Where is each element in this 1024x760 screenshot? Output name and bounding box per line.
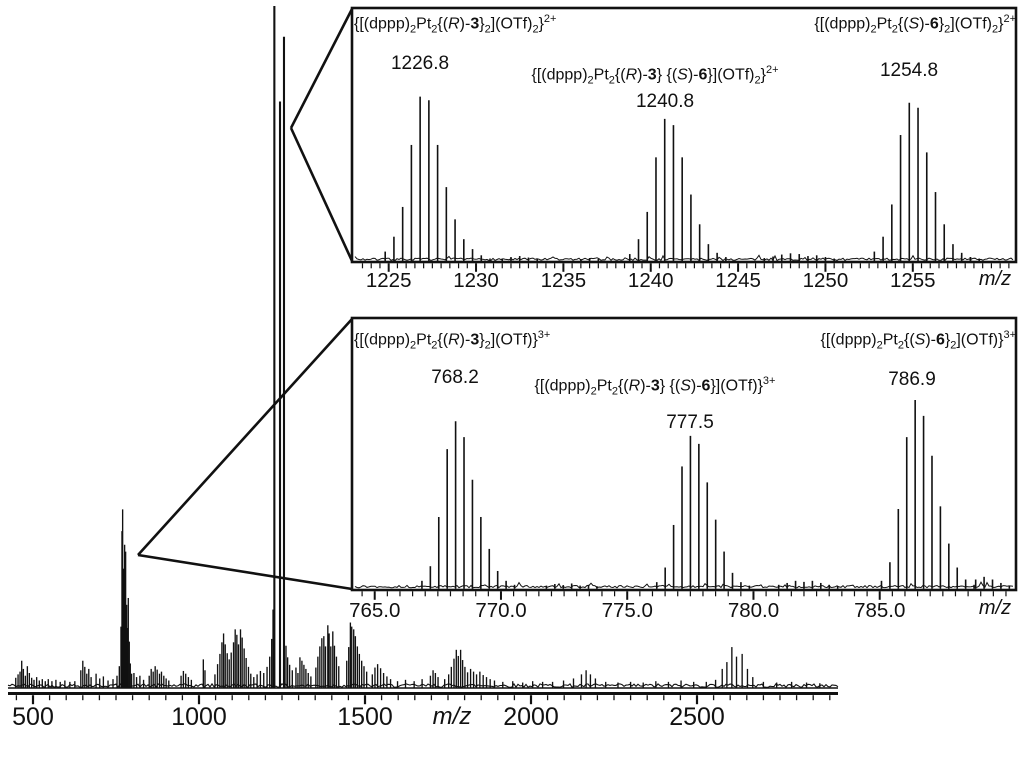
inset-top-2plus: 1225 1230 1235 1240 1245 1250 1255 xyxy=(350,6,1018,292)
inset-top-2plus-tick-label: 1250 xyxy=(803,269,849,292)
main-spectrum: 500 1000 1500 2000 2500 xyxy=(7,6,839,731)
main-axis-tick-label: 2000 xyxy=(503,703,559,731)
inset-top-2plus-tick-label: 1255 xyxy=(890,269,936,292)
callout-line xyxy=(137,318,353,556)
inset-bottom-3plus-tick-label: 770.0 xyxy=(475,599,526,622)
inset-bottom-assignment-left: {[(dppp)2Pt2{(R)-3}2](OTf)}3+ xyxy=(354,329,551,352)
main-axis-tick-label: 2500 xyxy=(669,703,725,731)
inset-top-2plus-frame xyxy=(350,6,1018,264)
inset-bottom-3plus-tick-label: 775.0 xyxy=(602,599,653,622)
main-mz-axis-label: m/z xyxy=(432,703,472,730)
inset-top-assignment-left: {[(dppp)2Pt2{(R)-3}2](OTf)2}2+ xyxy=(354,13,557,36)
inset-top-peak-label-left: 1226.8 xyxy=(390,53,450,74)
inset-bottom-3plus: 765.0 770.0 775.0 780.0 785.0 xyxy=(349,316,1018,622)
inset-top-2plus-tick-label: 1230 xyxy=(453,269,499,292)
inset-bottom-3plus-frame xyxy=(350,316,1018,592)
inset-bottom-assignment-right: {[(dppp)2Pt2{(S)-6}2](OTf)}3+ xyxy=(820,329,1016,352)
main-axis-tick-label: 1000 xyxy=(171,703,227,731)
main-axis-tick-label: 1500 xyxy=(337,703,393,731)
inset-top-peak-label-middle: 1240.8 xyxy=(635,91,695,112)
callout-lines xyxy=(137,8,354,591)
inset-top-2plus-tick-label: 1225 xyxy=(366,269,412,292)
inset-top-2plus-tick-label: 1245 xyxy=(715,269,761,292)
inset-top-2plus-tick-label: 1235 xyxy=(541,269,587,292)
callout-line xyxy=(289,127,354,262)
inset-bottom-3plus-tick-label: 765.0 xyxy=(349,599,400,622)
inset-bottom-peak-label-middle: 777.5 xyxy=(666,412,714,433)
main-noise-floor xyxy=(7,682,839,689)
inset-bottom-3plus-tick-label: 780.0 xyxy=(728,599,779,622)
inset-top-assignment-right: {[(dppp)2Pt2{(S)-6}2](OTf)2}2+ xyxy=(814,13,1016,36)
main-axis-tick-label: 500 xyxy=(12,703,54,731)
callout-line xyxy=(289,8,354,129)
inset-top-2plus-noise-floor xyxy=(354,254,1014,262)
callout-line xyxy=(137,553,353,591)
inset-top-2plus-tick-label: 1240 xyxy=(628,269,674,292)
inset-bottom-3plus-tick-label: 785.0 xyxy=(854,599,905,622)
inset-top-assignment-middle: {[(dppp)2Pt2{(R)-3} {(S)-6}](OTf)2}2+ xyxy=(531,64,779,87)
inset-bottom-peak-label-left: 768.2 xyxy=(431,367,479,388)
inset-top-mz-axis-label: m/z xyxy=(978,268,1012,290)
main-axis-ticks xyxy=(15,695,831,705)
main-spectrum-peaks xyxy=(15,6,821,688)
inset-top-peak-label-right: 1254.8 xyxy=(879,60,939,81)
inset-bottom-mz-axis-label: m/z xyxy=(978,597,1012,619)
inset-bottom-peak-label-right: 786.9 xyxy=(888,369,936,390)
inset-bottom-assignment-middle: {[(dppp)2Pt2{(R)-3} {(S)-6}](OTf)}3+ xyxy=(534,375,776,398)
